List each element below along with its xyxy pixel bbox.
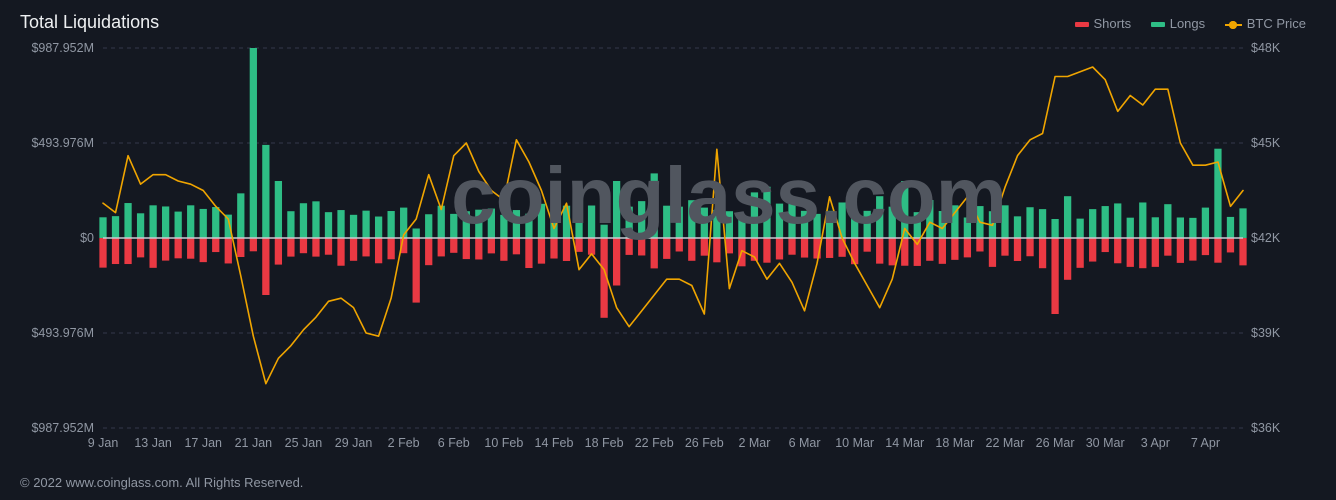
svg-text:7 Apr: 7 Apr — [1191, 436, 1220, 450]
svg-text:29 Jan: 29 Jan — [335, 436, 373, 450]
svg-text:21 Jan: 21 Jan — [235, 436, 273, 450]
svg-text:22 Mar: 22 Mar — [986, 436, 1025, 450]
svg-text:10 Feb: 10 Feb — [484, 436, 523, 450]
svg-text:13 Jan: 13 Jan — [134, 436, 172, 450]
svg-text:22 Feb: 22 Feb — [635, 436, 674, 450]
svg-text:$987.952M: $987.952M — [31, 421, 94, 435]
svg-text:10 Mar: 10 Mar — [835, 436, 874, 450]
svg-text:$987.952M: $987.952M — [31, 41, 94, 55]
svg-text:$39K: $39K — [1251, 326, 1281, 340]
svg-text:14 Mar: 14 Mar — [885, 436, 924, 450]
svg-text:25 Jan: 25 Jan — [285, 436, 323, 450]
svg-text:30 Mar: 30 Mar — [1086, 436, 1125, 450]
svg-text:6 Mar: 6 Mar — [789, 436, 821, 450]
svg-text:2 Feb: 2 Feb — [388, 436, 420, 450]
svg-text:$493.976M: $493.976M — [31, 136, 94, 150]
svg-text:$45K: $45K — [1251, 136, 1281, 150]
svg-text:$42K: $42K — [1251, 231, 1281, 245]
svg-text:26 Feb: 26 Feb — [685, 436, 724, 450]
svg-text:3 Apr: 3 Apr — [1141, 436, 1170, 450]
svg-text:14 Feb: 14 Feb — [535, 436, 574, 450]
svg-text:17 Jan: 17 Jan — [184, 436, 222, 450]
svg-text:18 Mar: 18 Mar — [935, 436, 974, 450]
svg-text:9 Jan: 9 Jan — [88, 436, 119, 450]
svg-text:$36K: $36K — [1251, 421, 1281, 435]
svg-text:6 Feb: 6 Feb — [438, 436, 470, 450]
svg-text:$493.976M: $493.976M — [31, 326, 94, 340]
svg-text:26 Mar: 26 Mar — [1036, 436, 1075, 450]
svg-text:2 Mar: 2 Mar — [738, 436, 770, 450]
svg-text:$0: $0 — [80, 231, 94, 245]
svg-text:18 Feb: 18 Feb — [585, 436, 624, 450]
svg-text:$48K: $48K — [1251, 41, 1281, 55]
